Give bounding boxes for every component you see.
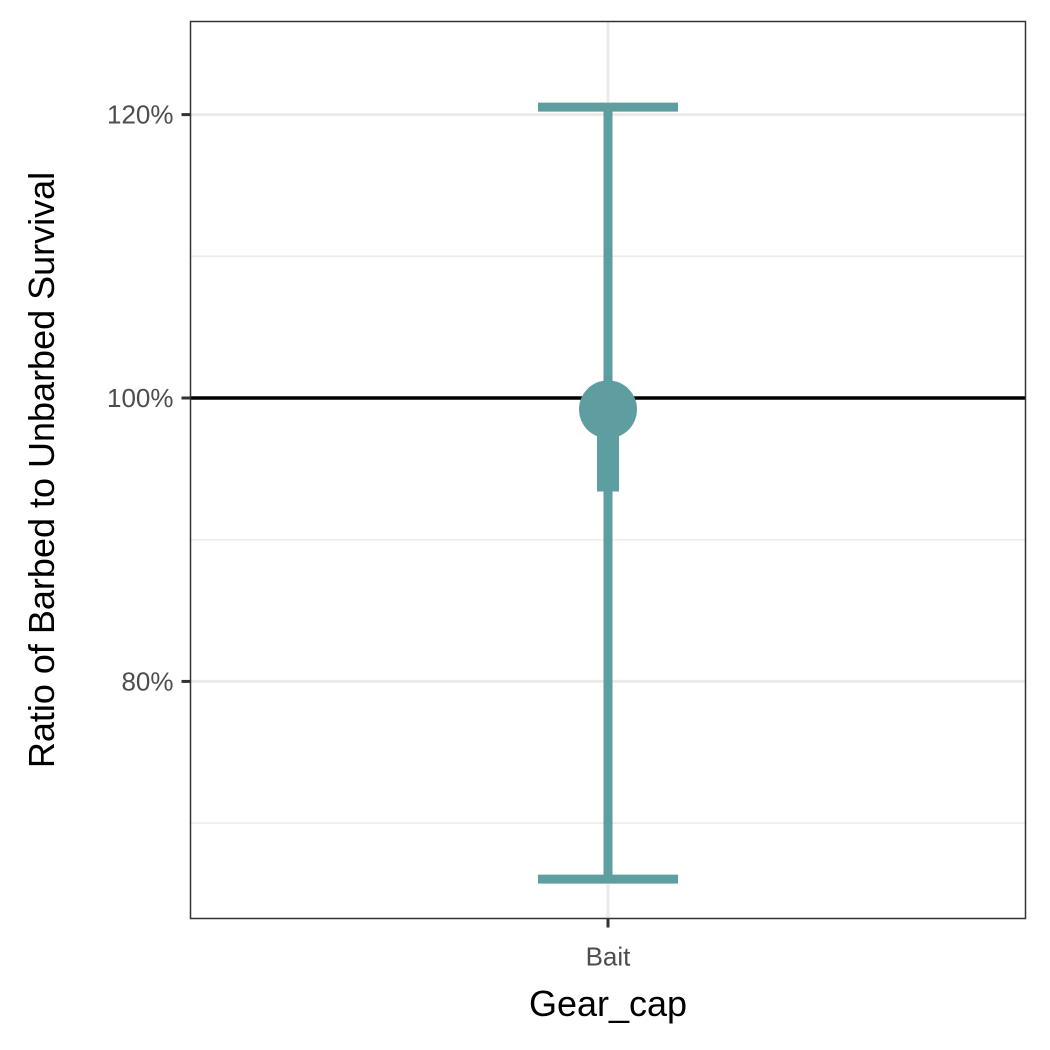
y-tick-label: 120%: [107, 100, 174, 130]
y-tick-label: 100%: [107, 383, 174, 413]
y-axis-title: Ratio of Barbed to Unbarbed Survival: [21, 172, 62, 768]
axis-layer: 80% 100% 120% Bait: [107, 100, 631, 972]
x-tick-label: Bait: [586, 942, 632, 972]
marks-layer: [190, 102, 1026, 884]
x-axis-title: Gear_cap: [529, 983, 687, 1024]
point-estimate: [579, 380, 637, 439]
y-tick-label: 80%: [121, 666, 173, 696]
